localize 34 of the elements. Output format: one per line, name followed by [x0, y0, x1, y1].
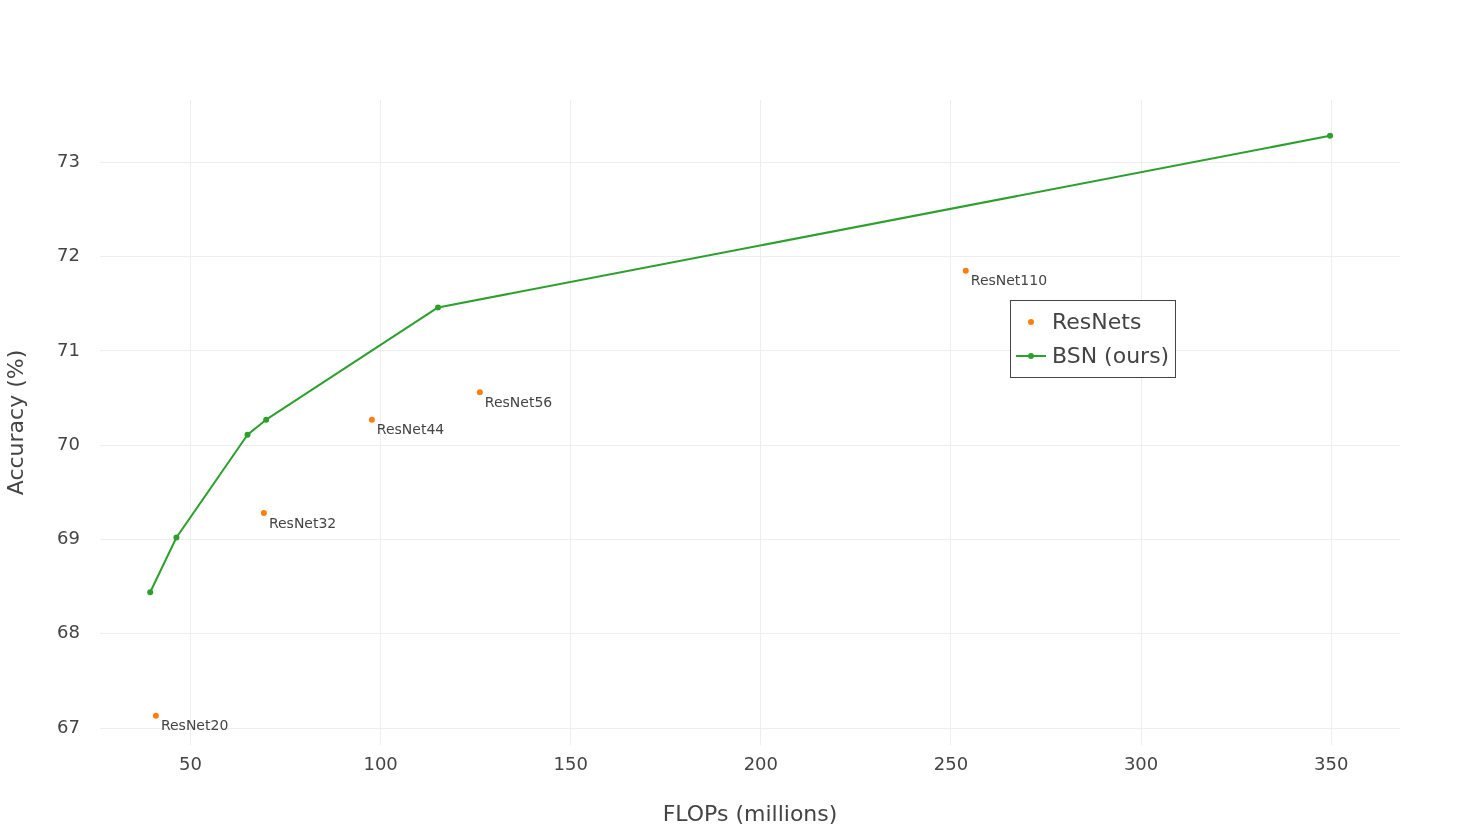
y-tick-label: 68	[57, 621, 80, 643]
legend-label: BSN (ours)	[1052, 343, 1170, 369]
x-tick-label: 100	[363, 753, 398, 775]
point	[435, 304, 442, 311]
annotation: ResNet44	[376, 421, 445, 438]
x-tick-label: 200	[743, 753, 779, 775]
point	[260, 510, 267, 517]
y-tick-label: 72	[57, 244, 80, 266]
legend-label: ResNets	[1052, 309, 1142, 335]
x-tick-label: 350	[1314, 753, 1349, 775]
point	[368, 416, 375, 423]
point	[147, 589, 154, 596]
annotation: ResNet32	[268, 514, 337, 531]
x-tick-label: 300	[1123, 753, 1159, 775]
point	[173, 534, 180, 541]
point	[1327, 132, 1334, 139]
x-axis-title: FLOPs (millions)	[662, 800, 838, 826]
annotation: ResNet56	[484, 393, 553, 410]
point	[476, 389, 483, 396]
annotation: ResNet20	[160, 717, 229, 734]
y-tick-label: 67	[57, 715, 80, 737]
x-tick-label: 250	[933, 753, 969, 775]
point	[962, 267, 969, 274]
x-tick-label: 50	[179, 753, 202, 775]
point	[152, 712, 159, 719]
y-tick-label: 70	[57, 432, 80, 454]
y-tick-label: 73	[57, 149, 80, 171]
y-tick-label: 71	[57, 338, 80, 360]
y-axis-title: Accuracy (%)	[2, 349, 28, 496]
point	[263, 416, 270, 423]
y-tick-label: 69	[57, 527, 80, 549]
annotation: ResNet110	[970, 272, 1048, 289]
x-tick-label: 150	[553, 753, 588, 775]
point	[244, 431, 251, 438]
